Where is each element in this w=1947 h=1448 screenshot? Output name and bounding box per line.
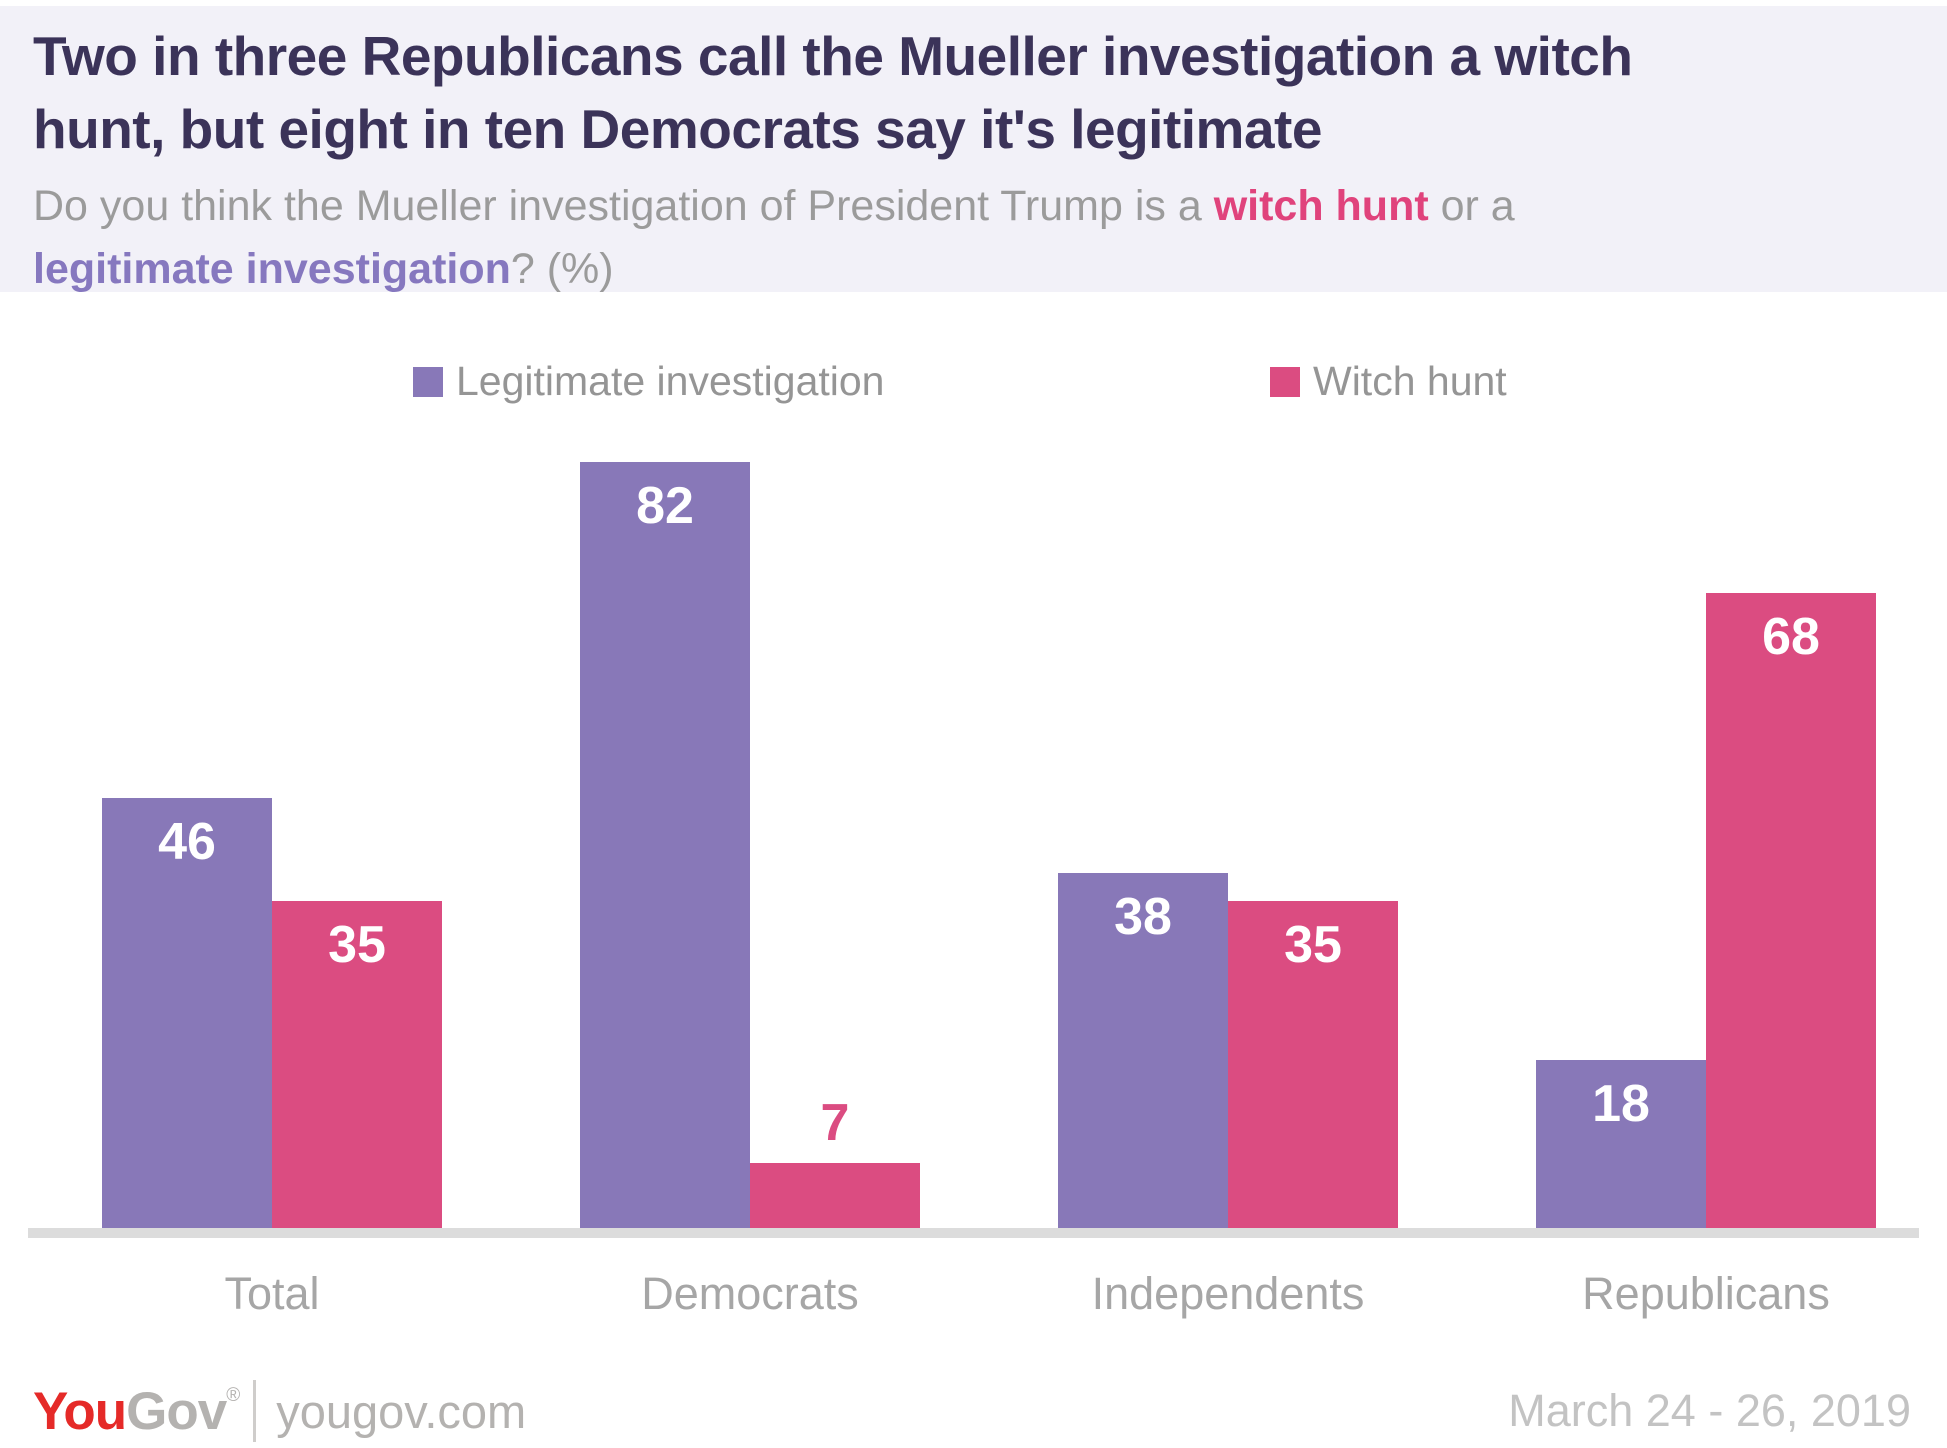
subtitle-middle: or a xyxy=(1428,182,1515,231)
bar-value-independents-legitimate-investigation: 38 xyxy=(1114,888,1172,946)
bar-value-democrats-witch-hunt: 7 xyxy=(820,1094,850,1152)
legend-swatch-icon xyxy=(413,366,443,397)
x-axis-labels: Total Democrats Independents Republicans xyxy=(0,1268,1947,1328)
bar-democrats-legitimate-investigation xyxy=(580,462,750,1228)
logo-gov-text: Gov xyxy=(126,1381,227,1441)
chart-title: Two in three Republicans call the Muelle… xyxy=(33,20,1907,165)
legend-item-legitimate-investigation: Legitimate investigation xyxy=(413,358,884,405)
bar-value-independents-witch-hunt: 35 xyxy=(1284,916,1342,974)
subtitle-legitimate: legitimate investigation xyxy=(33,244,511,293)
logo-you-text: You xyxy=(33,1381,127,1441)
legend-label: Witch hunt xyxy=(1313,358,1507,404)
category-label-democrats: Democrats xyxy=(641,1268,859,1319)
bar-independents-witch-hunt xyxy=(1228,901,1398,1228)
category-label-independents: Independents xyxy=(1091,1268,1365,1319)
subtitle-witch-hunt: witch hunt xyxy=(1213,182,1429,231)
poll-date: March 24 - 26, 2019 xyxy=(1508,1385,1911,1436)
yougov-wordmark: YouGov® xyxy=(33,1381,240,1441)
bar-chart-plot: 46 35 82 7 38 35 18 68 xyxy=(0,462,1947,1228)
x-axis-line xyxy=(28,1228,1919,1238)
legend-item-witch-hunt: Witch hunt xyxy=(1270,358,1507,405)
bar-value-total-legitimate-investigation: 46 xyxy=(158,813,216,871)
bar-independents-legitimate-investigation xyxy=(1058,873,1228,1228)
category-label-total: Total xyxy=(224,1268,320,1319)
category-label-republicans: Republicans xyxy=(1582,1268,1830,1319)
bar-value-republicans-witch-hunt: 68 xyxy=(1762,608,1820,666)
legend-swatch-icon xyxy=(1270,366,1300,397)
chart-subtitle: Do you think the Mueller investigation o… xyxy=(33,175,1907,300)
chart-title-line1: Two in three Republicans call the Muelle… xyxy=(33,25,1633,87)
bar-value-total-witch-hunt: 35 xyxy=(328,916,386,974)
yougov-logo: YouGov® yougov.com xyxy=(33,1380,526,1442)
subtitle-prefix: Do you think the Mueller investigation o… xyxy=(33,182,1214,231)
registered-trademark-icon: ® xyxy=(226,1384,240,1406)
yougov-url: yougov.com xyxy=(276,1384,527,1438)
legend-label: Legitimate investigation xyxy=(456,358,885,404)
chart-header: Two in three Republicans call the Muelle… xyxy=(0,6,1947,293)
chart-legend: Legitimate investigation Witch hunt xyxy=(0,358,1947,404)
chart-title-line2: hunt, but eight in ten Democrats say it'… xyxy=(33,97,1322,160)
bar-republicans-witch-hunt xyxy=(1706,593,1876,1228)
bar-total-witch-hunt xyxy=(272,901,442,1228)
bar-value-republicans-legitimate-investigation: 18 xyxy=(1592,1075,1650,1133)
bar-total-legitimate-investigation xyxy=(102,798,272,1228)
subtitle-suffix: ? (%) xyxy=(510,244,614,293)
logo-divider xyxy=(253,1380,257,1442)
bar-value-democrats-legitimate-investigation: 82 xyxy=(636,477,694,535)
bar-democrats-witch-hunt xyxy=(750,1163,920,1228)
bar-republicans-legitimate-investigation xyxy=(1536,1060,1706,1228)
